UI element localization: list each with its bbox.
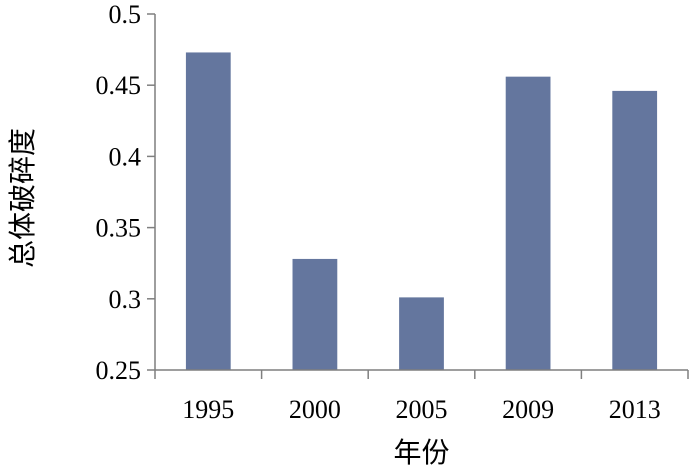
- x-tick-label: 2013: [609, 395, 661, 424]
- y-tick-label: 0.45: [96, 71, 142, 100]
- y-tick-label: 0.3: [109, 285, 142, 314]
- x-tick-label: 2005: [396, 395, 448, 424]
- bar-2013: [612, 90, 658, 371]
- bars: [185, 52, 658, 371]
- y-axis-ticks: [147, 13, 155, 371]
- bar-1995: [185, 52, 231, 371]
- bar-2005: [399, 297, 444, 370]
- y-tick-labels: 0.25 0.3 0.35 0.4 0.45 0.5: [96, 0, 142, 385]
- y-tick-label: 0.4: [109, 142, 142, 171]
- bar-2000: [292, 258, 338, 370]
- x-tick-label: 1995: [182, 395, 234, 424]
- x-tick-labels: 1995 2000 2005 2009 2013: [182, 395, 660, 424]
- y-tick-label: 0.25: [96, 356, 142, 385]
- x-tick-label: 2000: [289, 395, 341, 424]
- x-axis-ticks: [154, 370, 689, 379]
- y-tick-label: 0.5: [109, 0, 142, 29]
- x-axis-title: 年份: [393, 436, 449, 469]
- bar-2009: [505, 76, 551, 370]
- x-tick-label: 2009: [502, 395, 554, 424]
- y-axis-title: 总体破碎度: [6, 128, 39, 268]
- y-tick-label: 0.35: [96, 214, 142, 243]
